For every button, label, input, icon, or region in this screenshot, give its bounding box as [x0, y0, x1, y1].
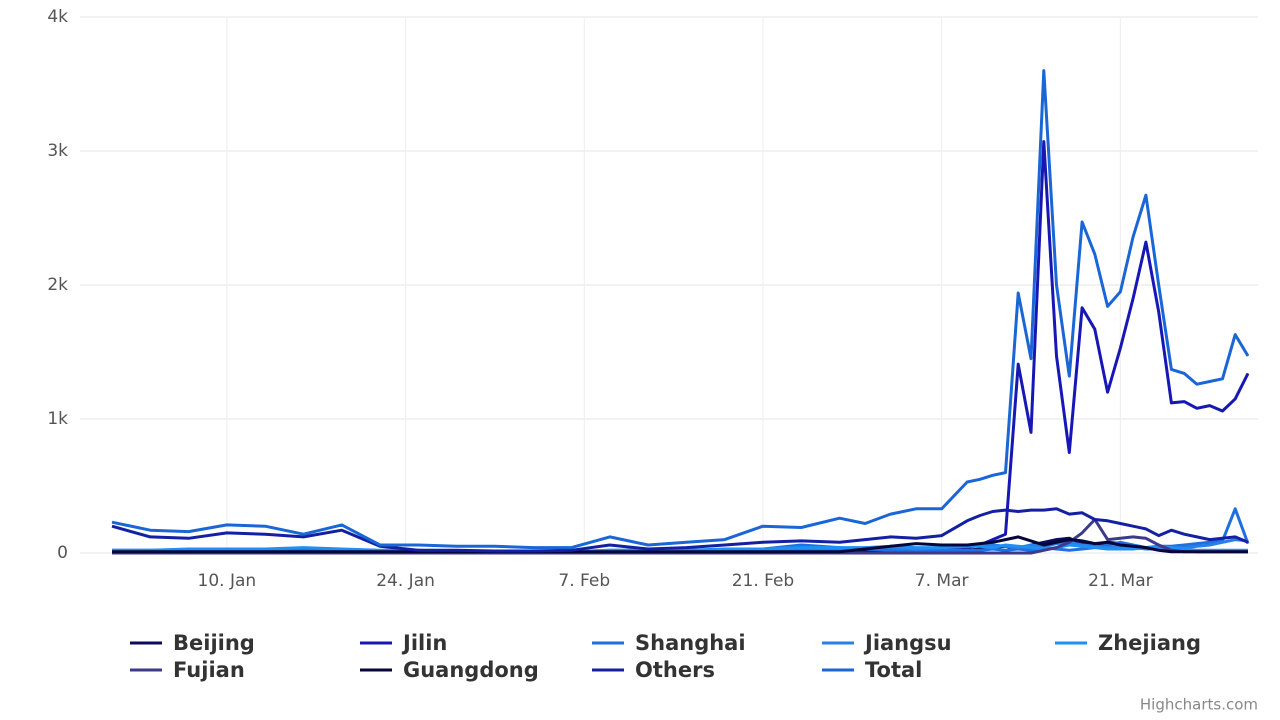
- y-tick-label: 2k: [47, 275, 68, 295]
- legend-label: Guangdong: [403, 658, 539, 682]
- legend-label: Jilin: [401, 631, 447, 655]
- legend-label: Others: [635, 658, 715, 682]
- x-tick-label: 21. Feb: [732, 571, 795, 591]
- x-tick-label: 7. Feb: [558, 571, 610, 591]
- y-tick-label: 4k: [47, 7, 68, 27]
- series-line: [112, 535, 1248, 554]
- series-line: [111, 507, 1249, 553]
- legend-label: Total: [865, 658, 922, 682]
- x-tick-label: 21. Mar: [1088, 571, 1153, 591]
- x-tick-label: 7. Mar: [915, 571, 969, 591]
- legend-label: Zhejiang: [1098, 631, 1201, 655]
- x-tick-label: 10. Jan: [198, 571, 257, 591]
- series-line: [111, 69, 1250, 550]
- legend-label: Beijing: [173, 631, 255, 655]
- y-tick-label: 1k: [47, 409, 68, 429]
- y-tick-label: 0: [57, 543, 68, 563]
- legend-label: Shanghai: [635, 631, 746, 655]
- series-line: [112, 140, 1250, 555]
- x-tick-label: 24. Jan: [376, 571, 435, 591]
- credit: Highcharts.com: [1140, 696, 1258, 714]
- legend-label: Jiangsu: [863, 631, 952, 655]
- legend-label: Fujian: [173, 658, 245, 682]
- y-tick-label: 3k: [47, 141, 68, 161]
